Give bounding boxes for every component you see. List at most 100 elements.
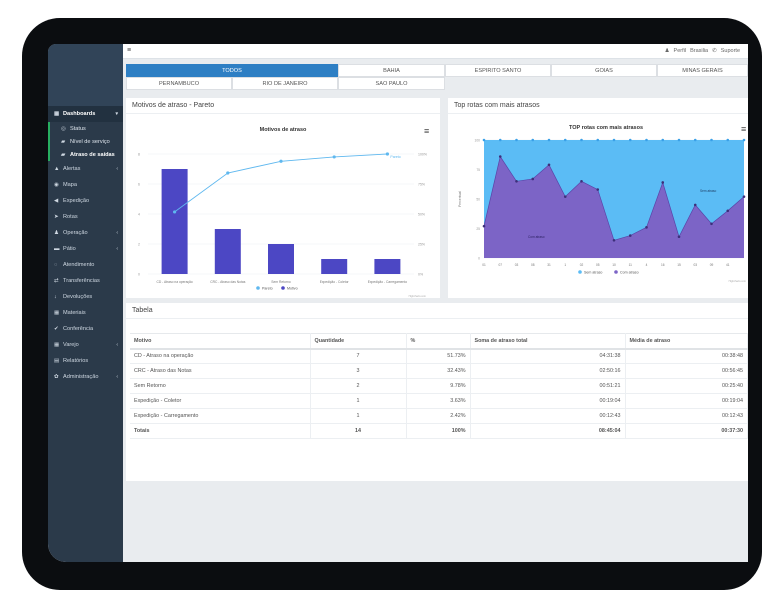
bar — [161, 169, 188, 274]
x-tick-label: 4 — [646, 263, 648, 267]
col-quantidade[interactable]: Quantidade — [310, 333, 407, 350]
y2-tick-label: 75% — [418, 183, 425, 187]
sidebar-item-label: Nível de serviço — [70, 138, 110, 145]
tab-minas-gerais[interactable]: MINAS GERAIS — [657, 64, 748, 77]
sidebar-item[interactable]: ↓ Devoluções — [48, 289, 123, 305]
y-tick-label: 75 — [476, 168, 480, 172]
table-cell: 3 — [310, 363, 407, 379]
sidebar-item[interactable]: ◌ Atendimento — [48, 257, 123, 273]
point-com-atraso — [515, 180, 518, 183]
point-sem-atraso — [710, 138, 713, 142]
sidebar-item[interactable]: ♟ Operação ‹ — [48, 225, 123, 241]
sidebar-item[interactable]: ▰ Nível de serviço — [48, 135, 123, 148]
sidebar-item[interactable]: ▲ Alertas ‹ — [48, 161, 123, 177]
menu-icon: ◀ — [54, 198, 59, 204]
legend-marker — [256, 286, 260, 290]
sidebar-item[interactable]: ✔ Conferência — [48, 321, 123, 337]
x-tick-label: 10 — [612, 263, 616, 267]
y2-tick-label: 50% — [418, 213, 425, 217]
sidebar-item[interactable]: ▦ Materiais — [48, 305, 123, 321]
table-panel-title: Tabela — [126, 303, 748, 319]
point-sem-atraso — [726, 138, 730, 142]
sidebar-item[interactable]: ✿ Administração ‹ — [48, 369, 123, 385]
tab-goias[interactable]: GOIAS — [551, 64, 657, 77]
menu-icon: ▬ — [54, 246, 60, 252]
tab-row-1: TODOS BAHIA ESPIRITO SANTO GOIAS MINAS G… — [126, 64, 748, 77]
table-row: Expedição - Carregamento 1 2.42% 00:12:43 00… — [130, 408, 748, 424]
tab-bahia[interactable]: BAHIA — [338, 64, 445, 77]
phone-icon: ✆ — [712, 48, 717, 54]
sidebar-item[interactable]: ⇄ Transferências — [48, 273, 123, 289]
chevron-icon: ▾ — [115, 111, 118, 117]
col-percent[interactable]: % — [406, 333, 471, 350]
bar — [374, 259, 401, 274]
chart-menu-icon[interactable]: ≡ — [424, 126, 429, 136]
x-tick-label: 16 — [661, 263, 665, 267]
col-soma-atraso[interactable]: Soma de atraso total — [470, 333, 626, 350]
sidebar-item-label: Administração — [63, 374, 99, 380]
y-tick-label: 100 — [474, 139, 480, 143]
sidebar-item-label: Pátio — [63, 246, 76, 252]
menu-icon: ▰ — [61, 138, 66, 145]
menu-icon: ▰ — [61, 151, 66, 158]
profile-link[interactable]: Perfil — [673, 48, 687, 54]
sidebar-menu: ▦ Dashboards ▾ ◎ Status ▰ Nível de serviço ▰ Atr… — [48, 106, 123, 385]
table-cell: 00:19:04 — [625, 393, 748, 409]
sidebar-item[interactable]: ◉ Mapa — [48, 177, 123, 193]
sidebar-item[interactable]: ◀ Expedição — [48, 193, 123, 209]
legend-item: Com atraso — [620, 271, 639, 275]
table-cell: 51.73% — [406, 348, 471, 364]
col-media-atraso[interactable]: Média de atraso — [625, 333, 748, 350]
tab-pernambuco[interactable]: PERNAMBUCO — [126, 77, 232, 90]
sidebar-item-label: Operação — [63, 230, 88, 236]
support-link[interactable]: Suporte — [720, 48, 740, 54]
table-cell: 00:12:43 — [470, 408, 626, 424]
table-cell: 9.78% — [406, 378, 471, 394]
sidebar-item[interactable]: ▰ Atraso de saídas — [48, 148, 123, 161]
point-com-atraso — [498, 155, 502, 158]
x-tick-label: 08 — [531, 263, 535, 267]
x-tick-label: 1 — [564, 263, 566, 267]
point-com-atraso — [710, 222, 713, 226]
sidebar-item[interactable]: ▬ Pátio ‹ — [48, 241, 123, 257]
series-label: Com atraso — [528, 235, 545, 239]
total-cell: 14 — [310, 423, 407, 439]
chart-menu-icon[interactable]: ≡ — [741, 124, 746, 134]
menu-icon: ↓ — [54, 294, 57, 300]
screen: ▦ Dashboards ▾ ◎ Status ▰ Nível de serviço ▰ Atr… — [48, 44, 748, 562]
table-row: CD - Atraso na operação 7 51.73% 04:31:38 00… — [130, 348, 748, 364]
x-tick-label: 02 — [580, 263, 584, 267]
y2-tick-label: 0% — [418, 273, 423, 277]
y-axis-label: Percentual — [458, 191, 462, 207]
logo-area — [48, 44, 123, 106]
tab-rio-de-janeiro[interactable]: RIO DE JANEIRO — [232, 77, 338, 90]
sidebar-item[interactable]: ▤ Relatórios — [48, 353, 123, 369]
active-indicator — [48, 135, 50, 148]
menu-toggle-icon[interactable]: ≡ — [127, 47, 132, 54]
tab-todos[interactable]: TODOS — [126, 64, 338, 77]
point-sem-atraso — [531, 138, 535, 142]
x-tick-label: Sem Retorno — [271, 280, 291, 284]
table-row: CRC - Atraso das Notas 3 32.43% 02:50:16 00:… — [130, 363, 748, 379]
tab-sao-paulo[interactable]: SAO PAULO — [338, 77, 445, 90]
total-cell: 100% — [406, 423, 471, 439]
point-sem-atraso — [612, 138, 616, 142]
tab-espirito-santo[interactable]: ESPIRITO SANTO — [445, 64, 551, 77]
sidebar-item[interactable]: ➤ Rotas — [48, 209, 123, 225]
sidebar-item[interactable]: ◎ Status — [48, 122, 123, 135]
point-com-atraso — [726, 209, 730, 213]
point-com-atraso — [580, 180, 583, 183]
point-com-atraso — [693, 203, 697, 207]
x-tick-label: Expedição - Carregamento — [368, 280, 408, 284]
point-com-atraso — [547, 163, 551, 167]
sidebar-item[interactable]: ▦ Dashboards ▾ — [48, 106, 123, 122]
table-cell: 00:19:04 — [470, 393, 626, 409]
x-tick-label: CRC - Atraso das Notas — [210, 280, 246, 284]
col-motivo[interactable]: Motivo — [130, 333, 311, 350]
sidebar-item-label: Varejo — [63, 342, 79, 348]
point-sem-atraso — [661, 138, 665, 142]
table-cell: Sem Retorno — [130, 378, 311, 394]
sidebar-item[interactable]: ▦ Varejo ‹ — [48, 337, 123, 353]
table-body: CD - Atraso na operação 7 51.73% 04:31:38 00… — [130, 348, 748, 439]
point-com-atraso — [645, 226, 648, 229]
